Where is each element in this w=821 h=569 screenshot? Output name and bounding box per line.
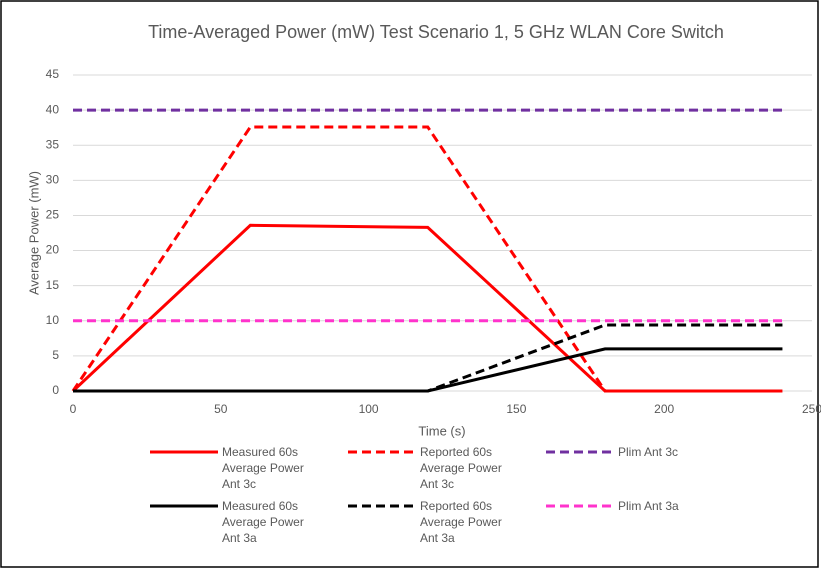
x-tick-label: 0 <box>70 402 77 416</box>
series-line <box>73 347 783 393</box>
x-tick-label: 150 <box>506 402 526 416</box>
chart-title: Time-Averaged Power (mW) Test Scenario 1… <box>148 22 724 42</box>
legend-label: Measured 60s Average Power Ant 3a <box>222 499 304 545</box>
legend-label: Plim Ant 3c <box>618 445 679 459</box>
y-tick-label: 5 <box>52 348 59 362</box>
legend-label: Measured 60s Average Power Ant 3c <box>222 445 304 491</box>
y-tick-label: 10 <box>46 313 60 327</box>
x-tick-label: 100 <box>359 402 379 416</box>
legend-label: Reported 60s Average Power Ant 3a <box>420 499 502 545</box>
legend-label: Reported 60s Average Power Ant 3c <box>420 445 502 491</box>
y-tick-label: 45 <box>46 67 60 81</box>
y-tick-label: 30 <box>46 173 60 187</box>
y-tick-label: 35 <box>46 137 60 151</box>
legend-label: Plim Ant 3a <box>618 499 679 513</box>
y-axis-label: Average Power (mW) <box>26 171 41 295</box>
y-tick-label: 25 <box>46 208 60 222</box>
x-axis-label: Time (s) <box>418 423 465 438</box>
x-tick-label: 200 <box>654 402 674 416</box>
y-tick-label: 15 <box>46 278 60 292</box>
y-tick-label: 0 <box>52 383 59 397</box>
series-line <box>71 125 783 393</box>
y-tick-label: 40 <box>46 102 60 116</box>
series-line <box>73 323 783 393</box>
x-tick-label: 50 <box>214 402 228 416</box>
x-tick-label: 250 <box>802 402 821 416</box>
y-tick-label: 20 <box>46 243 60 257</box>
